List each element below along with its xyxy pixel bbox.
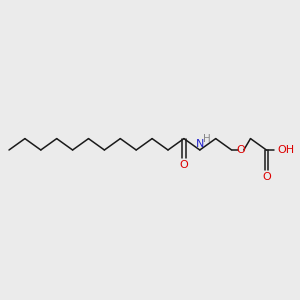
Text: N: N — [196, 139, 204, 149]
Text: O: O — [179, 160, 188, 170]
Text: OH: OH — [278, 145, 295, 155]
Text: O: O — [237, 145, 245, 155]
Text: O: O — [262, 172, 271, 182]
Text: H: H — [202, 134, 210, 144]
